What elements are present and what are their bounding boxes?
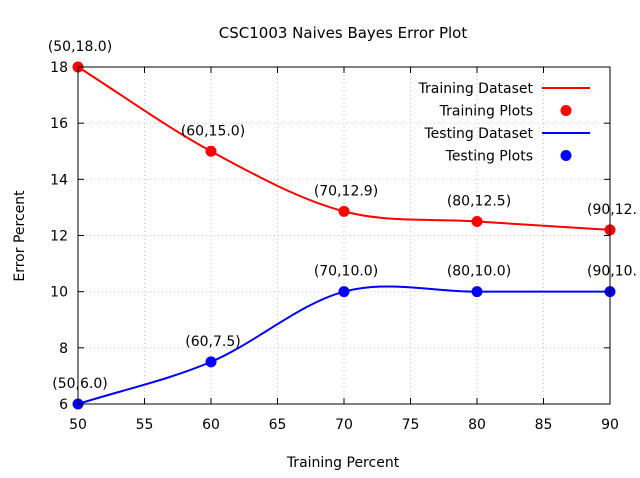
x-tick-label: 90 [601,417,619,433]
x-tick-label: 80 [468,417,486,433]
testing-point [338,286,350,298]
axes: 50 55 60 65 70 75 80 85 90 6 8 10 12 14 16 18 [50,60,619,433]
y-tick-label: 16 [50,116,68,132]
training-point-label: (60,15.0) [181,123,245,139]
y-tick-label: 14 [50,172,68,188]
grid-lines [78,67,610,404]
training-line-legend-label: Training Dataset [417,81,533,97]
testing-point-label: (90,10. [587,264,637,280]
y-tick-label: 6 [59,397,68,413]
x-tick-label: 70 [335,417,353,433]
x-tick-label: 85 [535,417,553,433]
y-tick-label: 8 [59,341,68,357]
training-point [471,215,483,227]
testing-point-label: (50,6.0) [52,376,107,392]
testing-point-label: (60,7.5) [185,334,240,350]
training-points-legend-label: Training Plots [439,104,533,120]
training-point-label: (90,12. [587,202,637,218]
y-tick-label: 10 [50,285,68,301]
x-axis-label: Training Percent [286,455,400,471]
series-layer [72,61,616,410]
y-tick-label: 18 [50,60,68,76]
training-point-label: (50,18.0) [48,39,112,55]
x-tick-label: 50 [69,417,87,433]
x-tick-label: 75 [402,417,420,433]
y-tick-label: 12 [50,229,68,245]
y-axis-label: Error Percent [12,190,28,282]
testing-line [77,285,610,405]
data-labels: (50,18.0) (60,15.0) (70,12.9) (80,12.5) (90,… [48,39,637,392]
chart-title: CSC1003 Naives Bayes Error Plot [219,24,468,42]
training-point [205,145,217,157]
x-tick-label: 65 [269,417,287,433]
testing-point [471,286,483,298]
training-point-label: (80,12.5) [447,193,511,209]
training-point [338,205,350,217]
x-tick-label: 55 [136,417,154,433]
legend: Training Dataset Training Plots Testing Da… [417,81,590,165]
testing-point-label: (80,10.0) [447,264,511,280]
training-points-legend-swatch [560,105,572,116]
testing-point-label: (70,10.0) [314,264,378,280]
testing-points-legend-swatch [560,150,572,161]
x-tick-label: 60 [202,417,220,433]
testing-line-legend-label: Testing Dataset [424,126,534,142]
training-point-label: (70,12.9) [314,183,378,199]
testing-points-legend-label: Testing Plots [445,149,533,165]
testing-point [205,356,217,368]
